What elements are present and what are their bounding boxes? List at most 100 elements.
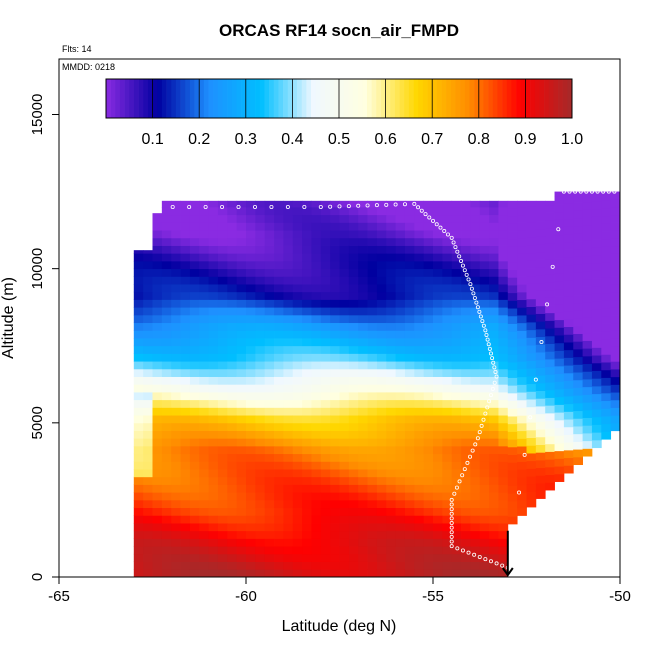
heatmap-cell: [180, 230, 191, 239]
heatmap-cell: [217, 569, 228, 578]
heatmap-cell: [311, 338, 322, 347]
heatmap-cell: [591, 308, 602, 318]
heatmap-cell: [189, 200, 200, 208]
heatmap-cell: [152, 245, 163, 254]
heatmap-cell: [395, 214, 406, 223]
heatmap-cell: [395, 276, 406, 285]
heatmap-cell: [311, 461, 322, 470]
heatmap-cell: [133, 438, 144, 447]
x-axis-title: Latitude (deg N): [282, 618, 397, 635]
heatmap-cell: [451, 237, 462, 246]
heatmap-cell: [601, 215, 612, 224]
heatmap-cell: [404, 515, 415, 524]
heatmap-cell: [143, 569, 153, 578]
heatmap-cell: [133, 368, 144, 377]
heatmap-cell: [554, 288, 565, 297]
heatmap-cell: [451, 399, 462, 408]
heatmap-cell: [152, 276, 163, 285]
heatmap-cell: [161, 538, 172, 547]
heatmap-cell: [199, 353, 209, 362]
heatmap-cell: [236, 438, 247, 447]
flight-track-point: [483, 411, 488, 416]
heatmap-cell: [423, 530, 434, 539]
heatmap-cell: [470, 345, 481, 354]
heatmap-cell: [526, 399, 537, 408]
heatmap-cell: [292, 222, 303, 231]
heatmap-cell: [199, 507, 209, 516]
heatmap-cell: [395, 307, 406, 316]
heatmap-cell: [152, 361, 163, 370]
colorbar-segment: [180, 79, 186, 118]
heatmap-cell: [367, 237, 378, 246]
heatmap-cell: [367, 553, 378, 562]
heatmap-cell: [470, 530, 481, 539]
heatmap-cell: [339, 207, 350, 216]
heatmap-cell: [554, 435, 565, 444]
heatmap-cell: [535, 467, 546, 476]
heatmap-cell: [367, 445, 378, 455]
heatmap-cell: [470, 569, 481, 578]
heatmap-cell: [442, 484, 453, 493]
heatmap-cell: [217, 276, 228, 285]
heatmap-cell: [451, 207, 462, 216]
flight-track-point: [419, 208, 424, 213]
heatmap-cell: [283, 230, 294, 239]
heatmap-cell: [395, 461, 406, 470]
heatmap-cell: [376, 507, 387, 516]
heatmap-cell: [246, 530, 256, 539]
heatmap-cell: [545, 212, 555, 221]
flight-track-point: [561, 189, 566, 194]
heatmap-cell: [358, 523, 368, 532]
heatmap-cell: [358, 422, 368, 431]
heatmap-cell: [171, 461, 181, 470]
heatmap-cell: [535, 421, 546, 430]
heatmap-cell: [451, 561, 462, 570]
heatmap-cell: [152, 399, 163, 408]
heatmap-cell: [236, 392, 247, 401]
heatmap-cell: [442, 384, 453, 393]
heatmap-cell: [573, 372, 583, 381]
heatmap-cell: [302, 299, 312, 308]
heatmap-cell: [292, 260, 303, 270]
colorbar-segment: [269, 79, 275, 118]
colorbar-tick-label: 0.2: [188, 131, 210, 148]
heatmap-cell: [208, 476, 219, 485]
heatmap-cell: [563, 191, 574, 196]
heatmap-cell: [433, 299, 443, 308]
heatmap-cell: [386, 245, 396, 254]
colorbar-segment: [567, 79, 573, 118]
heatmap-cell: [433, 214, 443, 223]
heatmap-cell: [199, 230, 209, 239]
heatmap-cell: [386, 314, 396, 324]
heatmap-cell: [264, 384, 275, 393]
heatmap-cell: [423, 230, 434, 239]
heatmap-cell: [302, 253, 312, 262]
heatmap-cell: [302, 569, 312, 578]
heatmap-cell: [180, 392, 191, 401]
flight-track-point: [477, 309, 482, 314]
heatmap-cell: [348, 384, 359, 393]
heatmap-cell: [376, 407, 387, 416]
heatmap-cell: [133, 507, 144, 516]
heatmap-cell: [320, 469, 331, 478]
heatmap-cell: [171, 538, 181, 547]
heatmap-cell: [563, 264, 574, 274]
heatmap-cell: [442, 415, 453, 424]
heatmap-cell: [489, 438, 499, 447]
heatmap-cell: [563, 449, 574, 459]
heatmap-cell: [442, 230, 453, 239]
heatmap-cell: [433, 230, 443, 239]
heatmap-cell: [461, 368, 471, 377]
heatmap-cell: [227, 561, 238, 570]
heatmap-cell: [320, 268, 331, 277]
heatmap-cell: [274, 222, 284, 231]
heatmap-cell: [423, 345, 434, 354]
heatmap-cell: [414, 553, 425, 562]
heatmap-cell: [479, 291, 490, 300]
heatmap-cell: [255, 376, 266, 385]
heatmap-cell: [330, 276, 340, 285]
heatmap-cell: [292, 453, 303, 462]
heatmap-cell: [217, 561, 228, 570]
heatmap-cell: [601, 207, 612, 217]
